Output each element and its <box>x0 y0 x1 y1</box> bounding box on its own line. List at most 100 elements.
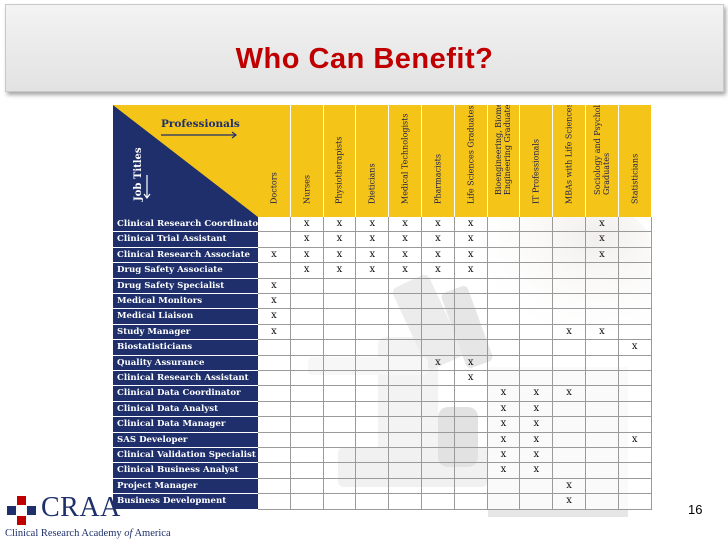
table-cell <box>487 371 521 387</box>
table-cell <box>422 401 455 418</box>
column-header: Dieticians <box>356 105 390 217</box>
table-cell <box>618 463 652 479</box>
row-header: Business Development <box>113 494 258 510</box>
table-cell <box>520 371 554 387</box>
table-cell <box>586 278 619 294</box>
table-cell: x <box>290 232 324 248</box>
table-cell: x <box>422 232 455 248</box>
table-cell: x <box>454 263 488 279</box>
table-cell <box>618 371 652 387</box>
table-cell <box>618 232 652 248</box>
table-cell <box>454 340 488 356</box>
table-cell: x <box>553 324 586 341</box>
table-cell <box>487 247 521 264</box>
table-cell: x <box>323 232 357 248</box>
logo-mark-icon <box>7 496 36 525</box>
table-cell <box>422 478 455 495</box>
table-cell: x <box>389 232 422 248</box>
table-cell <box>553 217 586 233</box>
table-cell <box>389 463 422 479</box>
table-cell <box>290 401 324 418</box>
table-cell <box>389 432 422 448</box>
table-cell: x <box>356 232 390 248</box>
table-cell <box>258 232 291 248</box>
table-cell <box>618 386 652 402</box>
table-cell <box>618 309 652 325</box>
table-cell <box>422 448 455 464</box>
table-cell: x <box>422 263 455 279</box>
table-cell <box>290 355 324 371</box>
table-cell <box>389 371 422 387</box>
table-cell: x <box>553 478 586 495</box>
table-cell: x <box>520 432 554 448</box>
slide-title: Who Can Benefit? <box>235 43 494 75</box>
table-cell <box>323 371 357 387</box>
table-cell <box>487 263 521 279</box>
column-header-label: MBAs with Life Sciences <box>564 105 574 204</box>
table-cell <box>356 401 390 418</box>
table-cell <box>454 417 488 433</box>
logo-subtitle: Clinical Research Academy of America <box>5 528 171 539</box>
table-cell <box>290 463 324 479</box>
table-cell: x <box>520 417 554 433</box>
table-cell: x <box>454 232 488 248</box>
table-cell <box>290 432 324 448</box>
table-cell: x <box>422 355 455 371</box>
table-cell <box>454 401 488 418</box>
table-cell: x <box>356 247 390 264</box>
row-header: Drug Safety Specialist <box>113 278 258 294</box>
table-cell <box>520 324 554 341</box>
table-cell <box>520 232 554 248</box>
row-header: Clinical Business Analyst <box>113 463 258 479</box>
table-cell: x <box>323 263 357 279</box>
table-cell <box>389 417 422 433</box>
column-header: Statisticians <box>618 105 652 217</box>
table-cell <box>356 294 390 310</box>
column-header: Nurses <box>290 105 324 217</box>
table-cell <box>520 294 554 310</box>
table-cell <box>356 463 390 479</box>
table-cell: x <box>389 263 422 279</box>
table-cell: x <box>586 232 619 248</box>
table-cell <box>389 324 422 341</box>
column-header: IT Professionals <box>520 105 554 217</box>
column-header-label: Statisticians <box>630 153 640 204</box>
table-cell <box>258 355 291 371</box>
table-cell <box>356 432 390 448</box>
matrix-corner-header: Job Titles Professionals <box>113 105 258 217</box>
table-cell: x <box>258 247 291 264</box>
table-cell: x <box>323 247 357 264</box>
table-cell <box>454 494 488 510</box>
craa-logo: CRAA Clinical Research Academy of Americ… <box>3 492 171 544</box>
table-cell: x <box>454 355 488 371</box>
table-cell <box>454 386 488 402</box>
table-cell <box>520 309 554 325</box>
column-header: Pharmacists <box>422 105 455 217</box>
column-header-label: Physiotherapists <box>334 136 344 204</box>
table-cell <box>618 294 652 310</box>
table-cell <box>389 294 422 310</box>
table-cell <box>389 448 422 464</box>
row-header: Medical Monitors <box>113 294 258 310</box>
table-cell: x <box>487 463 521 479</box>
table-cell <box>553 340 586 356</box>
table-cell <box>454 478 488 495</box>
row-header: Clinical Research Associate <box>113 247 258 264</box>
column-header: Life Sciences Graduates <box>454 105 488 217</box>
table-cell <box>389 340 422 356</box>
table-cell <box>422 371 455 387</box>
table-cell <box>454 309 488 325</box>
table-cell <box>389 355 422 371</box>
table-cell: x <box>586 247 619 264</box>
table-cell <box>323 294 357 310</box>
column-header-label: Medical Technologists <box>400 113 410 205</box>
column-header: Bioengineering, Biomedical Engineering G… <box>487 105 521 217</box>
page-number: 16 <box>688 502 703 517</box>
table-cell: x <box>422 217 455 233</box>
table-cell <box>553 355 586 371</box>
table-cell <box>553 371 586 387</box>
table-cell <box>389 386 422 402</box>
column-header: Doctors <box>258 105 291 217</box>
column-header-label: Dieticians <box>367 163 377 204</box>
table-cell <box>553 263 586 279</box>
